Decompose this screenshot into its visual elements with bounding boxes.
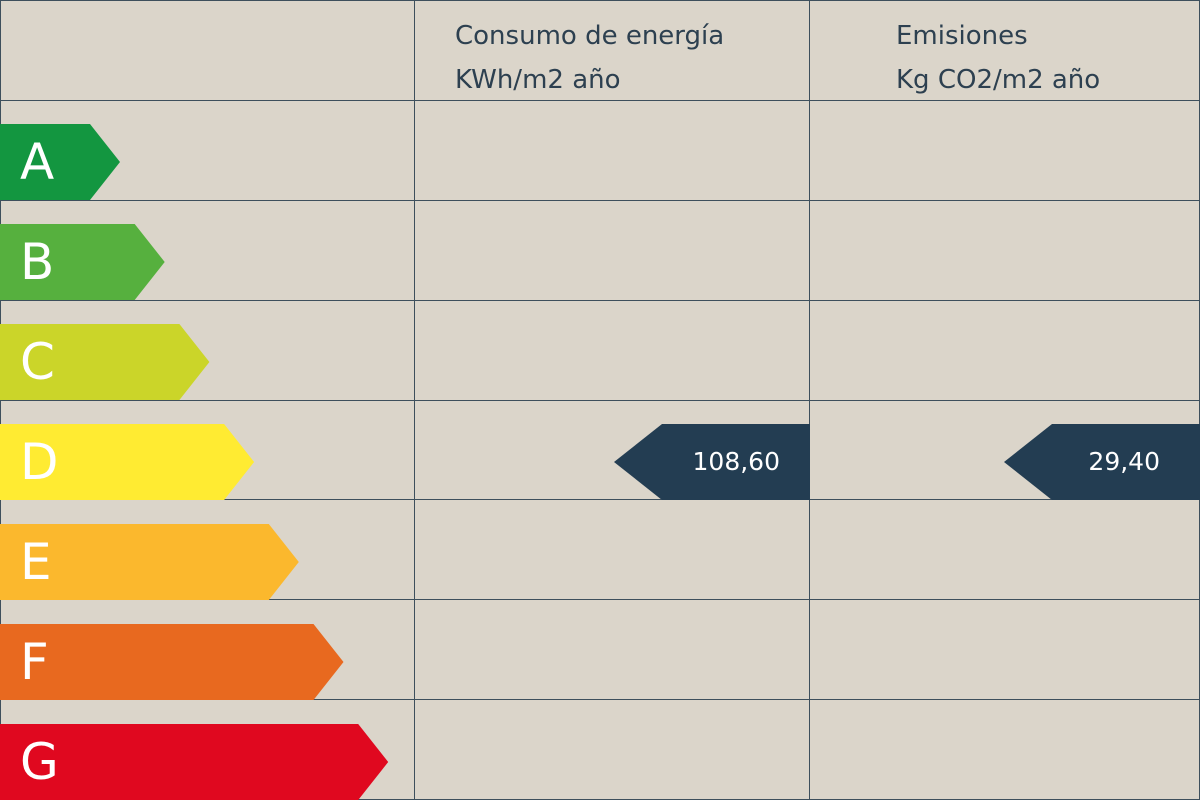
rating-letter: E — [20, 533, 52, 591]
emissions-header-unit: Kg CO2/m2 año — [896, 65, 1101, 95]
rating-arrow-g — [0, 724, 389, 800]
rating-letter: C — [20, 333, 55, 391]
emissions-column-header: Emisiones Kg CO2/m2 año — [896, 14, 1100, 102]
rating-letter: B — [20, 233, 55, 291]
rating-arrow-f — [0, 624, 344, 700]
rating-arrow-b — [0, 224, 165, 300]
grid-line — [0, 100, 1200, 101]
rating-arrow-a — [0, 124, 120, 200]
rating-arrow-e — [0, 524, 299, 600]
energy-header-title: Consumo de energía — [455, 21, 725, 51]
rating-arrow-d — [0, 424, 255, 500]
emissions-value: 29,40 — [1088, 447, 1160, 476]
energy-marker — [614, 424, 810, 500]
grid-line — [0, 400, 1200, 401]
rating-letter: F — [20, 633, 49, 691]
rating-letter: G — [20, 733, 59, 791]
grid-line — [0, 499, 1200, 500]
grid-line — [0, 200, 1200, 201]
grid-line — [0, 0, 1200, 1]
emissions-header-title: Emisiones — [896, 21, 1028, 51]
grid-line — [0, 699, 1200, 700]
energy-header-unit: KWh/m2 año — [455, 65, 621, 95]
emissions-marker — [1004, 424, 1200, 500]
rating-letter: D — [20, 433, 59, 491]
energy-value: 108,60 — [692, 447, 780, 476]
rating-letter: A — [20, 133, 55, 191]
grid-line — [0, 599, 1200, 600]
energy-column-header: Consumo de energía KWh/m2 año — [455, 14, 724, 102]
rating-arrow-c — [0, 324, 210, 400]
grid-line — [0, 300, 1200, 301]
